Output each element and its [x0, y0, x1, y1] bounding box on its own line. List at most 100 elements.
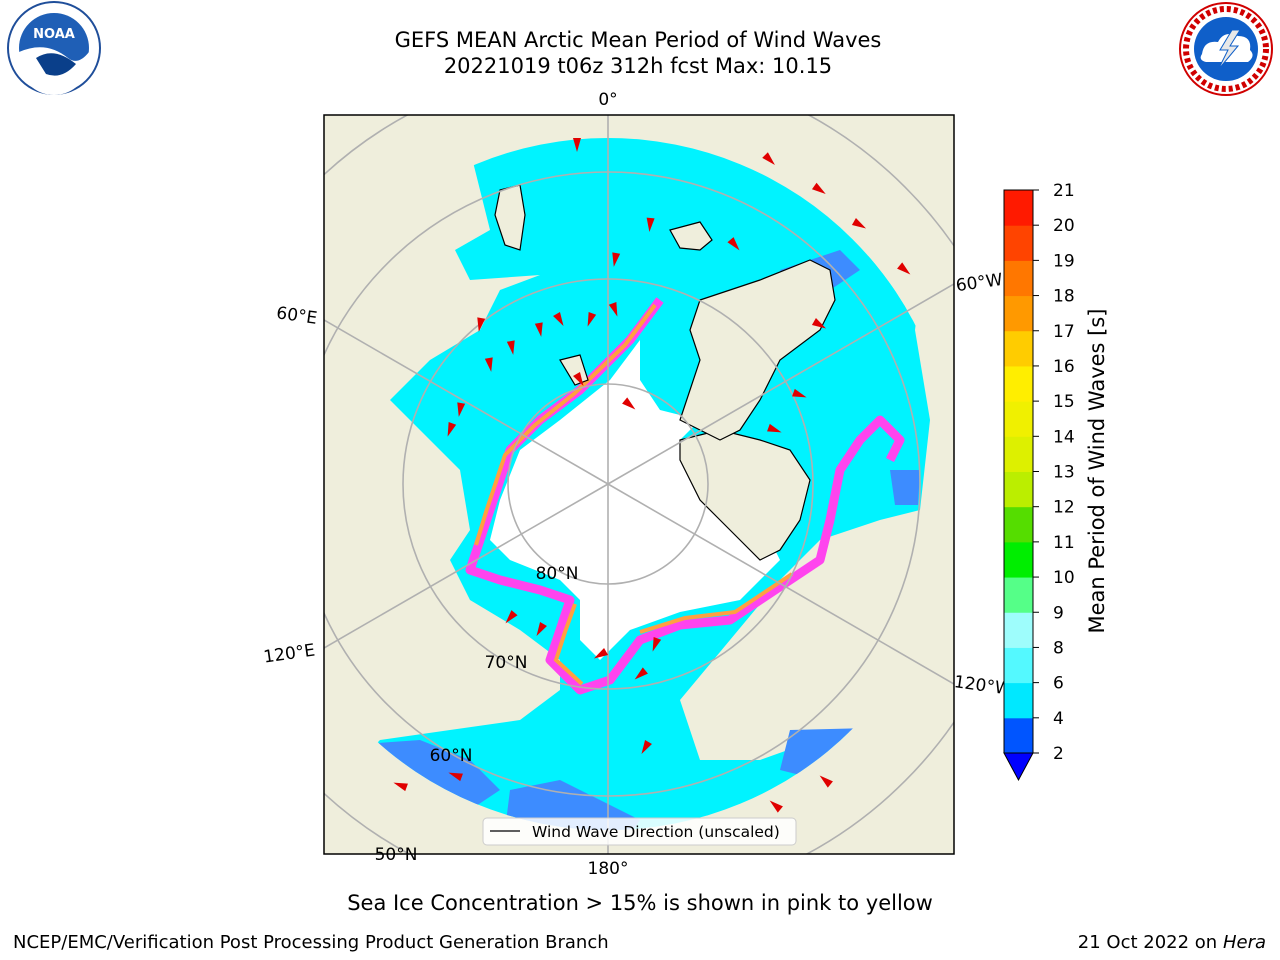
wind-wave-arrow-icon	[393, 782, 408, 792]
wind-wave-arrow-icon	[622, 397, 636, 410]
footer-date-text: 21 Oct 2022 on	[1077, 932, 1218, 953]
map-legend: Wind Wave Direction (unscaled)	[482, 817, 797, 846]
colorbar-segment	[1004, 682, 1033, 719]
wind-wave-arrow-icon	[897, 262, 911, 275]
colorbar-tick-label: 10	[1053, 568, 1075, 588]
greenland	[679, 259, 836, 441]
colorbar-segment	[1004, 577, 1033, 613]
colorbar-tick-label: 14	[1053, 427, 1075, 447]
wind-wave-arrow-icon	[652, 637, 662, 652]
wind-wave-arrow-icon	[811, 182, 826, 195]
colorbar-tick-label: 2	[1053, 744, 1064, 764]
parallel-label-50n: 50°N	[375, 845, 418, 865]
colorbar-tick-label: 11	[1053, 533, 1075, 553]
parallel-label-60n: 60°N	[430, 746, 473, 766]
meridian-label-0: 0°	[598, 90, 617, 110]
colorbar-tick-label: 19	[1053, 251, 1075, 271]
wind-wave-arrow-icon	[767, 423, 782, 433]
wind-wave-arrow-icon	[448, 772, 463, 782]
colorbar-segment	[1004, 506, 1033, 543]
wind-wave-arrow-icon	[612, 252, 621, 267]
colorbar-segment	[1004, 647, 1033, 684]
wind-wave-arrow-icon	[553, 311, 564, 327]
chart-title-line2: 20221019 t06z 312h fcst Max: 10.15	[443, 54, 833, 78]
colorbar-segment	[1004, 436, 1033, 472]
legend-label: Wind Wave Direction (unscaled)	[532, 823, 780, 841]
sea-ice-note: Sea Ice Concentration > 15% is shown in …	[347, 891, 933, 915]
graticule	[324, 115, 954, 854]
colorbar-tick-label: 15	[1053, 392, 1075, 412]
wind-wave-arrow-icon	[457, 402, 466, 417]
footer-branch: NCEP/EMC/Verification Post Processing Pr…	[13, 932, 609, 953]
wind-wave-arrow-icon	[727, 237, 740, 251]
colorbar-segment	[1004, 190, 1033, 226]
wind-wave-arrow-icon	[536, 621, 547, 637]
wind-wave-arrow-icon	[447, 422, 457, 437]
wind-wave-arrow-icon	[646, 217, 655, 232]
hudson-bay-blue	[890, 470, 920, 505]
colorbar: 2 4 6 8 9 10 11 12 13 14 15 16 17 18 19 20 21	[1003, 181, 1075, 782]
colorbar-segment	[1004, 330, 1033, 367]
national-weather-service-logo-icon	[1179, 2, 1273, 96]
parallel-label-80n: 80°N	[536, 564, 579, 584]
svalbard	[669, 221, 713, 251]
wind-wave-arrow-icon	[573, 371, 584, 387]
footer-host: Hera	[1222, 932, 1266, 953]
colorbar-tick-label: 12	[1053, 498, 1075, 518]
wind-wave-arrow-icon	[851, 218, 867, 229]
wind-wave-arrow-icon	[587, 312, 597, 327]
parallel-label-70n: 70°N	[485, 653, 528, 673]
colorbar-tick-label: 4	[1053, 709, 1064, 729]
colorbar-tick-label: 9	[1053, 603, 1064, 623]
canadian-archipelago	[679, 429, 811, 561]
colorbar-tick-label: 18	[1053, 287, 1075, 307]
wind-wave-arrow-icon	[762, 152, 775, 165]
sea-ice-edge	[465, 297, 905, 695]
colorbar-segment	[1004, 295, 1033, 332]
map-frame	[323, 114, 955, 855]
arctic-ocean-east	[760, 250, 910, 430]
sea-ice-edge-orange	[474, 303, 794, 686]
wind-wave-arrow-icon	[819, 775, 833, 788]
wind-wave-arrow-icon	[792, 388, 807, 398]
colorbar-under-extension	[1003, 752, 1034, 782]
wind-wave-arrow-icon	[534, 322, 543, 337]
colorbar-tick-label: 13	[1053, 463, 1075, 483]
colorbar-tick-label: 6	[1053, 674, 1064, 694]
chart-title-line1: GEFS MEAN Arctic Mean Period of Wind Wav…	[394, 28, 882, 52]
colorbar-segment	[1004, 365, 1033, 402]
wind-wave-arrow-icon	[811, 318, 827, 329]
colorbar-segment	[1004, 717, 1033, 754]
wind-wave-arrow-icon	[608, 302, 618, 317]
colorbar-tick-label: 17	[1053, 322, 1075, 342]
wind-wave-arrows	[393, 138, 911, 813]
wind-wave-arrow-icon	[484, 357, 493, 372]
colorbar-tick-label: 21	[1053, 181, 1075, 201]
colorbar-segment	[1004, 471, 1033, 508]
noaa-logo-icon: NOAA	[7, 1, 101, 95]
colorbar-tick-label: 16	[1053, 357, 1075, 377]
noaa-logo-text: NOAA	[33, 27, 75, 42]
colorbar-segment	[1004, 612, 1033, 648]
wind-wave-arrow-icon	[505, 610, 518, 624]
colorbar-segment	[1004, 541, 1033, 578]
wind-wave-arrow-icon	[477, 317, 486, 332]
meridian-label-60w: 60°W	[955, 270, 1004, 296]
colorbar-tick-label: 20	[1053, 216, 1075, 236]
colorbar-segment	[1004, 401, 1033, 437]
colorbar-segment	[1004, 225, 1033, 261]
wind-wave-arrow-icon	[634, 667, 648, 680]
footer-date: 21 Oct 2022 on Hera	[1078, 932, 1266, 953]
wind-wave-arrow-icon	[593, 648, 609, 659]
wind-wave-arrow-icon	[641, 739, 652, 755]
colorbar-tick-label: 8	[1053, 638, 1064, 658]
meridian-label-120e: 120°E	[262, 641, 316, 668]
wind-wave-arrow-icon	[573, 138, 581, 152]
colorbar-label: Mean Period of Wind Waves [s]	[1085, 309, 1109, 634]
colorbar-segment	[1004, 260, 1033, 297]
meridian-label-180: 180°	[588, 859, 629, 879]
meridian-label-60e: 60°E	[275, 303, 318, 328]
wind-wave-arrow-icon	[506, 340, 515, 355]
wind-wave-arrow-icon	[769, 800, 783, 813]
